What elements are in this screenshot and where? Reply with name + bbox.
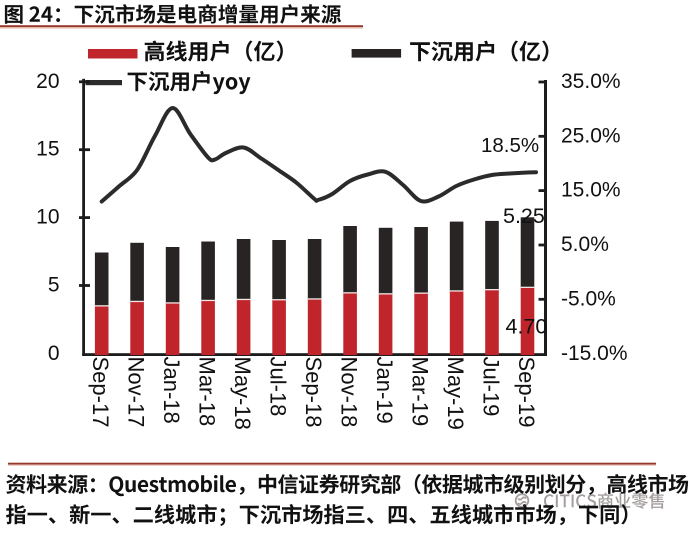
svg-text:35.0%: 35.0% bbox=[561, 70, 621, 93]
svg-text:Jul-19: Jul-19 bbox=[479, 357, 504, 417]
svg-text:Jul-18: Jul-18 bbox=[266, 357, 291, 417]
svg-text:May-18: May-18 bbox=[230, 357, 255, 430]
svg-text:18.5%: 18.5% bbox=[481, 134, 539, 157]
svg-text:15.0%: 15.0% bbox=[561, 179, 621, 202]
svg-text:Nov-17: Nov-17 bbox=[124, 357, 149, 428]
svg-text:15: 15 bbox=[36, 138, 59, 161]
svg-text:5: 5 bbox=[48, 274, 60, 297]
svg-text:5.25: 5.25 bbox=[503, 204, 545, 228]
svg-text:Sep-19: Sep-19 bbox=[514, 357, 539, 428]
svg-text:4.70: 4.70 bbox=[506, 315, 548, 339]
svg-text:Sep-17: Sep-17 bbox=[88, 357, 113, 428]
svg-text:Mar-18: Mar-18 bbox=[195, 357, 220, 427]
svg-text:Sep-18: Sep-18 bbox=[301, 357, 326, 428]
svg-text:Jan-18: Jan-18 bbox=[159, 357, 184, 424]
svg-text:25.0%: 25.0% bbox=[561, 124, 621, 147]
svg-text:-15.0%: -15.0% bbox=[561, 342, 628, 365]
svg-text:10: 10 bbox=[36, 206, 59, 229]
svg-text:0: 0 bbox=[48, 342, 60, 365]
svg-text:Jan-19: Jan-19 bbox=[372, 357, 397, 424]
svg-text:Nov-18: Nov-18 bbox=[337, 357, 362, 428]
svg-text:20: 20 bbox=[36, 70, 59, 93]
svg-text:-5.0%: -5.0% bbox=[561, 287, 616, 310]
svg-text:Mar-19: Mar-19 bbox=[408, 357, 433, 427]
svg-text:5.0%: 5.0% bbox=[561, 233, 609, 256]
svg-text:May-19: May-19 bbox=[443, 357, 468, 430]
